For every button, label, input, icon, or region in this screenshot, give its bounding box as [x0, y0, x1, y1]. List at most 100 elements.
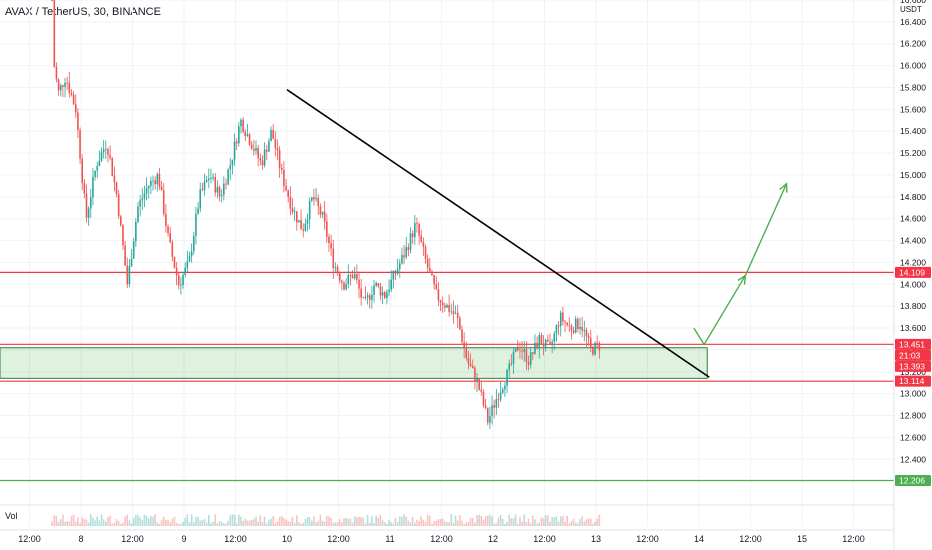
- volume-bar: [283, 518, 285, 526]
- horizontal-levels[interactable]: [0, 271, 894, 482]
- volume-bar: [94, 520, 96, 526]
- candle-body: [551, 341, 553, 344]
- volume-bar: [424, 522, 427, 526]
- candle-body: [182, 274, 184, 285]
- candle-body: [190, 251, 193, 257]
- candle-body: [403, 255, 405, 258]
- candle-body: [510, 363, 513, 365]
- volume-bar: [250, 519, 253, 526]
- candle-body: [79, 129, 81, 159]
- candle-body: [120, 216, 122, 226]
- candle-body: [581, 326, 583, 331]
- candle-body: [386, 292, 388, 298]
- candle-body: [368, 295, 371, 300]
- volume-bar: [171, 518, 174, 526]
- candle-body: [326, 221, 328, 237]
- volume-bar: [510, 518, 513, 526]
- candle-body: [579, 326, 581, 329]
- candle-body: [231, 159, 234, 166]
- volume-bar: [536, 523, 538, 526]
- support-zone-layer[interactable]: [0, 347, 708, 379]
- projection-arrowhead[interactable]: [779, 182, 788, 193]
- volume-bar: [169, 522, 171, 526]
- trendline[interactable]: [286, 89, 710, 378]
- x-tick-label: 12:00: [636, 534, 659, 544]
- volume-bar: [401, 516, 403, 526]
- candle-body: [220, 195, 223, 197]
- candle-body: [538, 334, 541, 349]
- candle-body: [188, 256, 191, 262]
- candle-body: [351, 275, 354, 279]
- volume-bar: [167, 519, 169, 526]
- candle-body: [246, 134, 249, 136]
- candle-body: [173, 256, 176, 268]
- candle-body: [341, 280, 343, 283]
- candle-body: [321, 211, 324, 215]
- candle-body: [345, 283, 347, 290]
- volume-bar: [216, 523, 219, 526]
- y-tick-label: 12.600: [900, 432, 926, 442]
- volume-bar: [323, 521, 326, 526]
- volume-bar: [422, 519, 425, 526]
- volume-bar: [557, 521, 560, 526]
- volume-bar: [124, 516, 126, 526]
- candle-body: [278, 150, 281, 169]
- drawings[interactable]: [286, 89, 788, 378]
- x-tick-label: 14: [694, 534, 704, 544]
- candle-body: [257, 147, 259, 158]
- volume-bar: [208, 514, 210, 526]
- candle-body: [555, 325, 558, 334]
- candle-body: [506, 369, 508, 386]
- candle-body: [285, 185, 287, 191]
- candle-body: [156, 173, 159, 185]
- volume-bar: [360, 516, 362, 526]
- candle-body: [589, 338, 592, 348]
- volume-bar: [268, 519, 270, 526]
- candle-body: [448, 304, 450, 312]
- candle-body: [349, 274, 352, 276]
- candle-body: [469, 363, 472, 367]
- volume-bar: [564, 521, 566, 526]
- volume-bar: [493, 523, 496, 526]
- candle-body: [491, 405, 493, 416]
- volume-bar: [489, 514, 491, 526]
- volume-bar: [426, 514, 429, 526]
- projection-arrowhead-mid[interactable]: [737, 274, 747, 285]
- support-zone[interactable]: [0, 347, 708, 379]
- volume-bar: [205, 522, 208, 526]
- candle-body: [255, 147, 257, 151]
- volume-bar: [77, 517, 79, 526]
- volume-bar: [291, 516, 294, 526]
- volume-bar: [265, 523, 268, 526]
- y-tick-label: 16.000: [900, 61, 926, 71]
- volume-bar: [326, 515, 328, 526]
- volume-bar: [495, 523, 498, 526]
- candle-body: [444, 305, 446, 308]
- volume-bar: [347, 518, 350, 526]
- candle-body: [377, 282, 380, 287]
- currency-label: USDT: [900, 5, 922, 14]
- volume-bar: [420, 516, 423, 526]
- candle-body: [74, 104, 77, 113]
- candle-body: [371, 294, 373, 300]
- candle-body: [480, 389, 483, 392]
- volume-bar: [276, 521, 279, 526]
- candle-body: [467, 357, 470, 364]
- candle-body: [218, 187, 221, 197]
- candle-body: [418, 223, 420, 236]
- candle-body: [562, 312, 564, 322]
- volume-bar: [411, 516, 414, 526]
- candle-body: [572, 330, 575, 333]
- volume-bar: [85, 519, 88, 526]
- candle-body: [536, 342, 538, 349]
- projection-path[interactable]: [693, 183, 788, 346]
- price-label-bg: [895, 360, 931, 372]
- volume-bar: [278, 517, 281, 526]
- volume-bar: [165, 520, 167, 526]
- volume-bar: [141, 519, 144, 526]
- volume-bar: [319, 514, 322, 526]
- volume-bar: [501, 518, 504, 526]
- candle-body: [195, 213, 197, 236]
- volume-bar: [338, 519, 341, 526]
